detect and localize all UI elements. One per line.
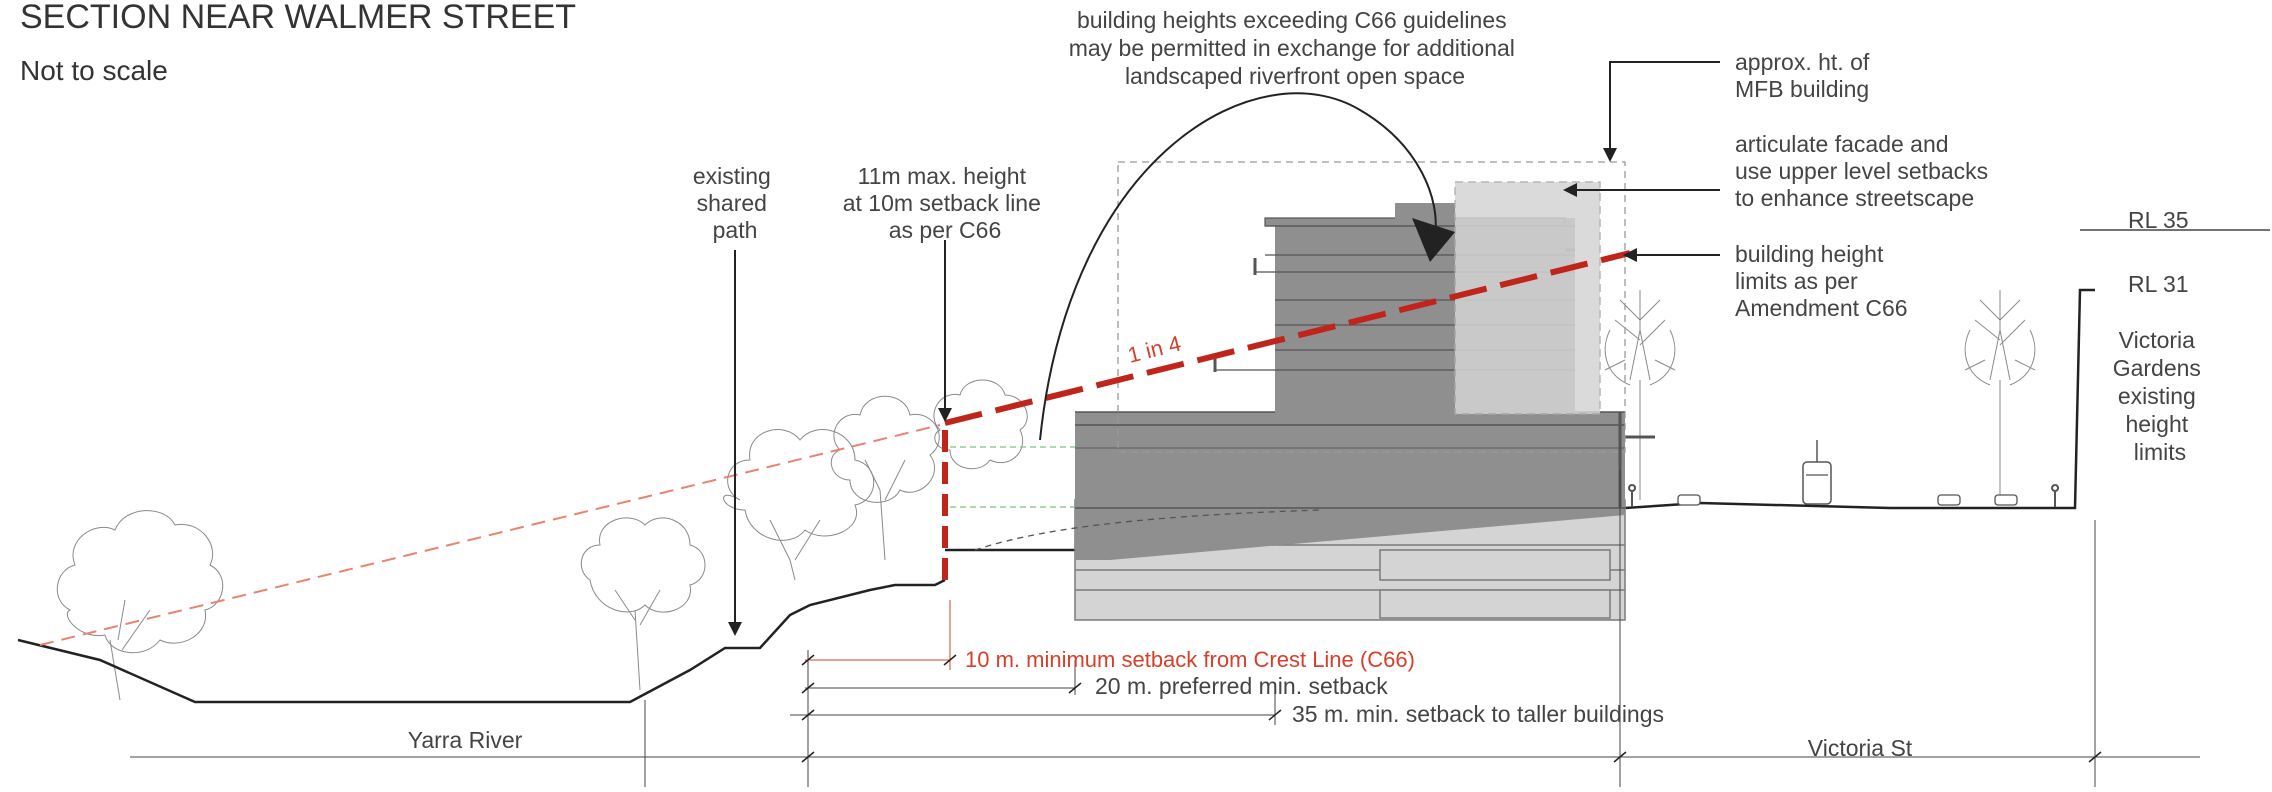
callout-mfb: approx. ht. of MFB building — [1735, 49, 1876, 102]
rl-31-label: RL 31 — [2128, 271, 2189, 297]
diagram-title: SECTION NEAR WALMER STREET — [20, 0, 576, 36]
callout-height-limits: building height limits as per Amendment … — [1735, 241, 1908, 321]
callout-top-center: building heights exceeding C66 guideline… — [1069, 7, 1522, 89]
dimension-lines — [130, 470, 2200, 787]
tram-icon — [1802, 440, 1832, 505]
mfb-height-envelope — [1117, 161, 1626, 453]
callout-gardens: Victoria Gardens existing height limits — [2113, 327, 2208, 465]
tree-icon — [56, 510, 224, 701]
tree-icon — [1604, 290, 1676, 500]
zone-victoria-st: Victoria St — [1808, 735, 1913, 761]
tree-icon — [1964, 290, 2036, 500]
diagram-subtitle: Not to scale — [20, 55, 168, 86]
person-icon — [1628, 484, 1637, 507]
setback-10-label: 10 m. minimum setback from Crest Line (C… — [965, 647, 1415, 672]
dimension-ticks — [801, 654, 2102, 763]
tree-icon — [580, 517, 706, 691]
zone-yarra-river: Yarra River — [408, 727, 523, 753]
tree-icon — [723, 429, 875, 581]
rl-35-label: RL 35 — [2128, 207, 2189, 233]
crest-curve — [974, 509, 1321, 551]
callout-facade: articulate facade and use upper level se… — [1735, 131, 1995, 211]
ground-profile-river — [17, 578, 946, 704]
tree-icons — [56, 290, 2036, 701]
callout-shared-path: existing shared path — [693, 163, 777, 243]
car-icon — [1937, 494, 1961, 506]
car-icon — [1994, 494, 2018, 506]
slope-projection-line — [39, 424, 941, 646]
callout-max-height: 11m max. height at 10m setback line as p… — [843, 163, 1048, 243]
person-icon — [2051, 484, 2060, 507]
arrowheads — [728, 148, 1637, 636]
tree-icon — [830, 395, 940, 561]
tree-icon — [933, 379, 1028, 470]
annotation-arrows — [734, 61, 1720, 630]
car-icon — [1677, 494, 1701, 506]
height-limit-slope — [944, 250, 1631, 426]
upper-setback-volume — [1454, 181, 1601, 415]
slope-label: 1 in 4 — [1125, 331, 1183, 368]
setback-20-label: 20 m. preferred min. setback — [1095, 673, 1388, 699]
ground-profile-street — [1624, 288, 2095, 510]
setback-35-label: 35 m. min. setback to taller buildings — [1292, 701, 1664, 727]
